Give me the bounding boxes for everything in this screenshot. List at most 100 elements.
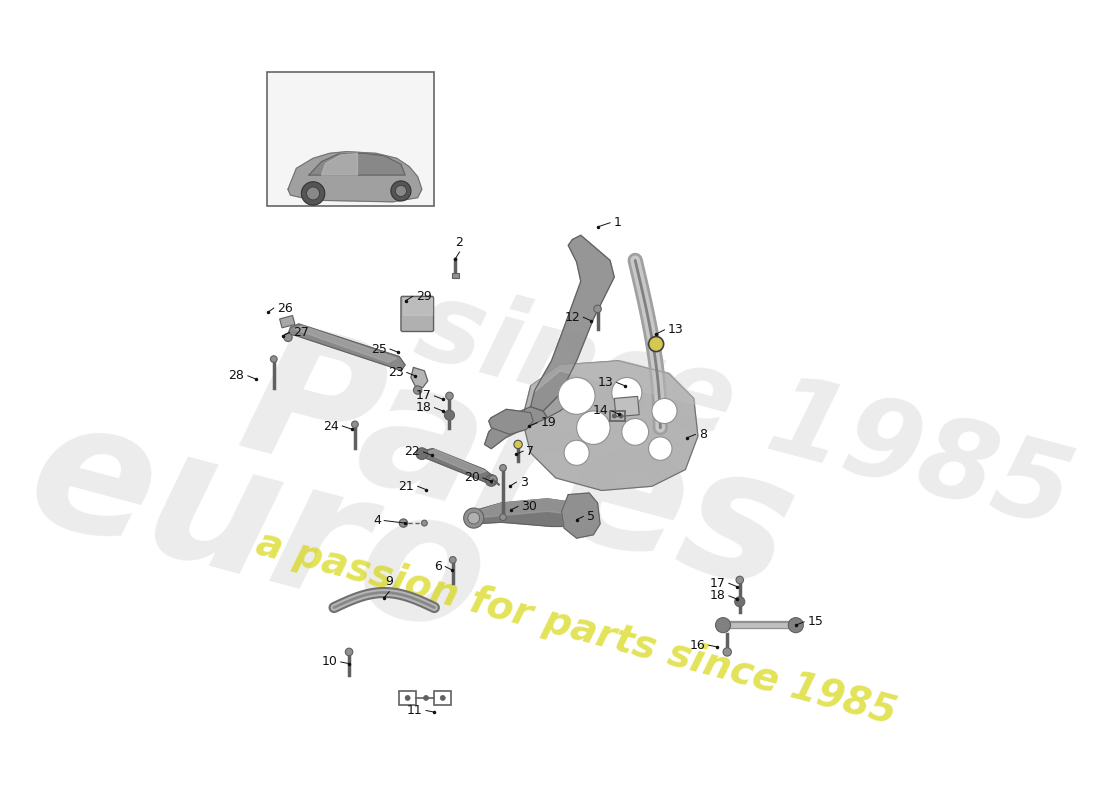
Text: 12: 12 bbox=[564, 310, 580, 324]
Text: 22: 22 bbox=[405, 446, 420, 458]
Polygon shape bbox=[476, 499, 583, 518]
Circle shape bbox=[307, 187, 319, 200]
Polygon shape bbox=[288, 324, 405, 371]
Text: 4: 4 bbox=[373, 514, 381, 527]
Circle shape bbox=[440, 695, 446, 701]
Text: 29: 29 bbox=[416, 290, 431, 303]
Text: 23: 23 bbox=[387, 366, 404, 379]
Text: 26: 26 bbox=[277, 302, 293, 314]
Circle shape bbox=[416, 448, 428, 459]
Polygon shape bbox=[562, 493, 601, 538]
Bar bbox=[267, 72, 434, 206]
Circle shape bbox=[446, 392, 453, 400]
Text: euro: euro bbox=[12, 383, 506, 673]
Text: 15: 15 bbox=[807, 615, 824, 628]
Polygon shape bbox=[309, 154, 405, 175]
Circle shape bbox=[789, 618, 803, 633]
Text: 13: 13 bbox=[597, 376, 614, 389]
Circle shape bbox=[284, 333, 293, 342]
Text: a passion for parts since 1985: a passion for parts since 1985 bbox=[252, 525, 901, 733]
Text: 14: 14 bbox=[593, 405, 608, 418]
Bar bbox=[399, 691, 416, 705]
Circle shape bbox=[613, 414, 616, 418]
Text: 2: 2 bbox=[455, 236, 463, 249]
Polygon shape bbox=[426, 450, 486, 474]
Polygon shape bbox=[530, 361, 695, 404]
Polygon shape bbox=[411, 367, 428, 387]
Bar bbox=[452, 273, 459, 278]
Text: 19: 19 bbox=[541, 416, 557, 429]
Circle shape bbox=[464, 508, 484, 528]
Text: 11: 11 bbox=[407, 704, 422, 717]
Text: 1: 1 bbox=[614, 216, 622, 230]
Circle shape bbox=[649, 337, 663, 351]
Bar bbox=[434, 691, 451, 705]
Circle shape bbox=[499, 514, 506, 521]
Circle shape bbox=[424, 695, 429, 701]
Circle shape bbox=[621, 418, 649, 446]
Circle shape bbox=[612, 378, 642, 408]
Circle shape bbox=[414, 386, 422, 394]
Circle shape bbox=[444, 410, 454, 420]
Circle shape bbox=[405, 695, 410, 701]
Circle shape bbox=[450, 557, 456, 563]
Polygon shape bbox=[294, 326, 397, 362]
Circle shape bbox=[652, 398, 676, 423]
Text: 27: 27 bbox=[293, 326, 309, 339]
Bar bbox=[279, 315, 295, 328]
Circle shape bbox=[399, 519, 408, 527]
Text: since 1985: since 1985 bbox=[405, 272, 1082, 550]
Text: 16: 16 bbox=[690, 638, 705, 652]
Text: 18: 18 bbox=[415, 401, 431, 414]
Text: 21: 21 bbox=[398, 480, 415, 493]
Text: 7: 7 bbox=[527, 445, 535, 458]
Circle shape bbox=[468, 512, 480, 524]
Circle shape bbox=[352, 421, 359, 428]
Bar bbox=[610, 411, 625, 421]
Circle shape bbox=[395, 186, 407, 197]
Circle shape bbox=[594, 305, 602, 313]
Circle shape bbox=[301, 182, 324, 205]
Circle shape bbox=[736, 576, 744, 584]
Text: 8: 8 bbox=[698, 428, 707, 441]
Circle shape bbox=[421, 520, 427, 526]
Circle shape bbox=[558, 378, 595, 414]
Circle shape bbox=[499, 465, 506, 471]
Text: 28: 28 bbox=[229, 370, 244, 382]
Text: 6: 6 bbox=[434, 560, 442, 573]
Polygon shape bbox=[485, 406, 548, 449]
Circle shape bbox=[576, 411, 610, 445]
Circle shape bbox=[345, 648, 353, 656]
Circle shape bbox=[735, 597, 745, 606]
Circle shape bbox=[271, 356, 277, 362]
Polygon shape bbox=[488, 410, 534, 434]
Polygon shape bbox=[468, 499, 585, 526]
Circle shape bbox=[564, 440, 590, 466]
Polygon shape bbox=[543, 379, 585, 418]
Circle shape bbox=[488, 475, 497, 484]
Text: 10: 10 bbox=[321, 655, 338, 669]
Polygon shape bbox=[419, 449, 493, 485]
Text: 9: 9 bbox=[385, 575, 393, 588]
Text: 20: 20 bbox=[464, 471, 480, 485]
Circle shape bbox=[390, 181, 411, 201]
Polygon shape bbox=[522, 361, 697, 490]
Text: 25: 25 bbox=[371, 342, 387, 355]
Polygon shape bbox=[288, 152, 422, 202]
Bar bbox=[614, 396, 639, 417]
Polygon shape bbox=[403, 298, 432, 314]
Circle shape bbox=[649, 437, 672, 460]
Polygon shape bbox=[530, 235, 614, 411]
Circle shape bbox=[715, 618, 730, 633]
Text: 17: 17 bbox=[415, 390, 431, 402]
Text: 17: 17 bbox=[710, 577, 726, 590]
FancyBboxPatch shape bbox=[400, 296, 433, 331]
Text: Pares: Pares bbox=[224, 312, 812, 627]
Text: 30: 30 bbox=[521, 500, 537, 513]
Polygon shape bbox=[321, 154, 358, 175]
Text: 3: 3 bbox=[519, 475, 528, 489]
Text: 5: 5 bbox=[586, 510, 595, 523]
Circle shape bbox=[485, 474, 497, 486]
Circle shape bbox=[514, 440, 522, 449]
Circle shape bbox=[723, 648, 732, 656]
